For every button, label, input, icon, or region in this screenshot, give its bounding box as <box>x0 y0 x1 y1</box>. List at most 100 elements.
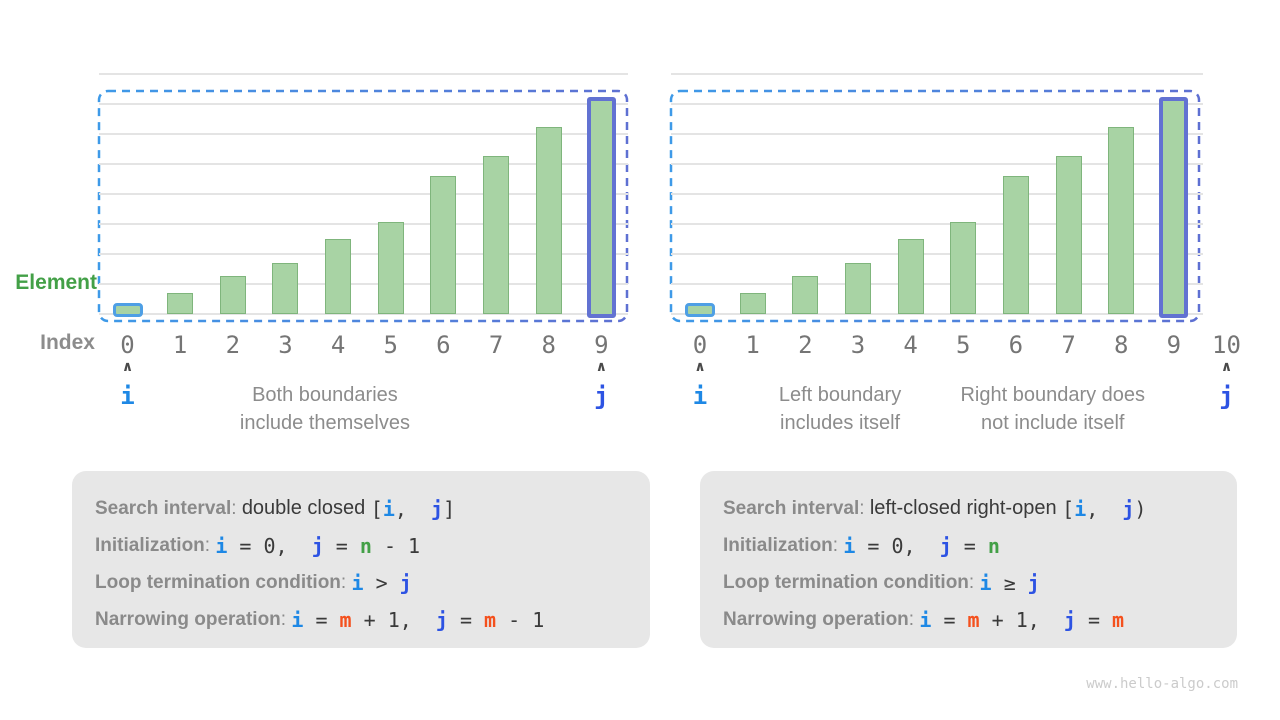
bar-highlighted-j <box>1159 97 1189 318</box>
info-line-label: Narrowing operation <box>723 608 909 630</box>
code-text: = <box>951 533 988 558</box>
index-tick-label: 4 <box>330 331 346 359</box>
bar <box>219 276 246 314</box>
info-line-colon: : <box>832 534 844 556</box>
code-variable-j: j <box>431 496 444 521</box>
gridline <box>99 283 628 285</box>
index-tick-label: 3 <box>850 331 866 359</box>
gridline <box>99 133 628 135</box>
info-line: Search interval: left-closed right-open … <box>723 490 1237 527</box>
code-variable-j: j <box>939 533 952 558</box>
info-line-label: Search interval <box>95 497 232 519</box>
index-tick-label: 3 <box>278 331 293 359</box>
code-variable-i: i <box>1074 496 1087 521</box>
code-variable-j: j <box>311 533 324 558</box>
pointer-caret-icon: ∧ <box>694 359 706 375</box>
code-text: + 1, <box>979 607 1064 632</box>
code-variable-i: i <box>979 570 992 595</box>
code-variable-j: j <box>435 607 448 632</box>
gridline <box>671 163 1203 165</box>
code-variable-m: m <box>484 607 497 632</box>
gridline <box>671 193 1203 195</box>
bar <box>535 127 562 314</box>
index-tick-label: 1 <box>745 331 760 359</box>
code-text: - 1 <box>496 607 545 632</box>
code-text: = <box>931 607 968 632</box>
index-tick-label: 6 <box>436 331 451 359</box>
index-tick-label: 0 <box>120 331 135 359</box>
index-tick-label: 7 <box>488 331 504 359</box>
code-variable-i: i <box>382 496 395 521</box>
code-text: , <box>394 496 432 521</box>
code-variable-n: n <box>359 533 372 558</box>
code-variable-i: i <box>215 533 228 558</box>
bar-highlighted-i <box>112 303 143 317</box>
code-variable-m: m <box>967 607 980 632</box>
pointer-caret-icon: ∧ <box>595 359 608 375</box>
index-tick-label: 10 <box>1212 331 1241 359</box>
code-text: + 1, <box>351 607 436 632</box>
index-tick-label: 7 <box>1061 331 1076 359</box>
gridline <box>99 73 628 75</box>
info-line: Search interval: double closed [i, j] <box>95 490 650 527</box>
bar <box>167 293 194 314</box>
code-text: double closed <box>241 497 371 519</box>
code-text: ≥ <box>991 570 1028 595</box>
info-line: Initialization: i = 0, j = n - 1 <box>95 527 650 564</box>
gridline <box>99 223 628 225</box>
gridline <box>671 283 1203 285</box>
index-tick-label: 9 <box>594 331 609 359</box>
info-line: Narrowing operation: i = m + 1, j = m <box>723 601 1237 638</box>
gridline <box>99 253 628 255</box>
code-text: - 1 <box>371 533 421 558</box>
info-box: Search interval: left-closed right-open … <box>700 471 1237 648</box>
bar <box>950 222 977 314</box>
bar <box>1002 176 1029 314</box>
bar-highlighted-i <box>685 303 715 317</box>
index-tick-label: 6 <box>1008 331 1024 359</box>
info-line-colon: : <box>859 497 870 519</box>
code-variable-i: i <box>919 607 932 632</box>
info-line-colon: : <box>908 608 920 630</box>
bar <box>739 293 766 314</box>
code-variable-m: m <box>1112 607 1125 632</box>
code-text: left-closed right-open <box>869 497 1063 519</box>
gridline <box>99 313 628 315</box>
bar <box>1055 156 1082 314</box>
pointer-j: j <box>594 382 609 410</box>
boundary-caption: Both boundaries include themselves <box>239 384 410 434</box>
info-line: Loop termination condition: i ≥ j <box>723 564 1237 601</box>
index-tick-label: 8 <box>541 331 556 359</box>
gridline <box>99 163 628 165</box>
code-text: , <box>1086 496 1123 521</box>
gridline <box>99 103 628 105</box>
index-tick-label: 0 <box>692 331 708 359</box>
info-box: Search interval: double closed [i, j] Ini… <box>72 471 650 648</box>
boundary-caption: Left boundary includes itself <box>778 384 902 434</box>
code-variable-j: j <box>1027 570 1040 595</box>
code-text: = 0, <box>855 533 940 558</box>
ylabel-element: Element <box>15 271 97 294</box>
boundary-caption: Right boundary does not include itself <box>960 384 1146 434</box>
index-tick-label: 8 <box>1113 331 1129 359</box>
bar <box>430 176 457 314</box>
pointer-caret-icon: ∧ <box>1220 359 1233 375</box>
code-variable-i: i <box>291 607 304 632</box>
gridline <box>671 133 1203 135</box>
info-line-label: Narrowing operation <box>95 608 281 630</box>
bar <box>844 263 871 314</box>
bar-highlighted-j <box>586 97 616 318</box>
pointer-caret-icon: ∧ <box>121 359 134 375</box>
index-tick-label: 4 <box>903 331 918 359</box>
bar <box>272 263 299 314</box>
code-variable-i: i <box>351 570 364 595</box>
info-line: Initialization: i = 0, j = n <box>723 527 1237 564</box>
pointer-i: i <box>692 382 708 410</box>
gridline <box>671 103 1203 105</box>
bar <box>377 222 404 314</box>
info-line-colon: : <box>968 571 980 593</box>
pointer-i: i <box>120 382 135 410</box>
index-tick-label: 9 <box>1166 331 1182 359</box>
info-line-colon: : <box>231 497 242 519</box>
